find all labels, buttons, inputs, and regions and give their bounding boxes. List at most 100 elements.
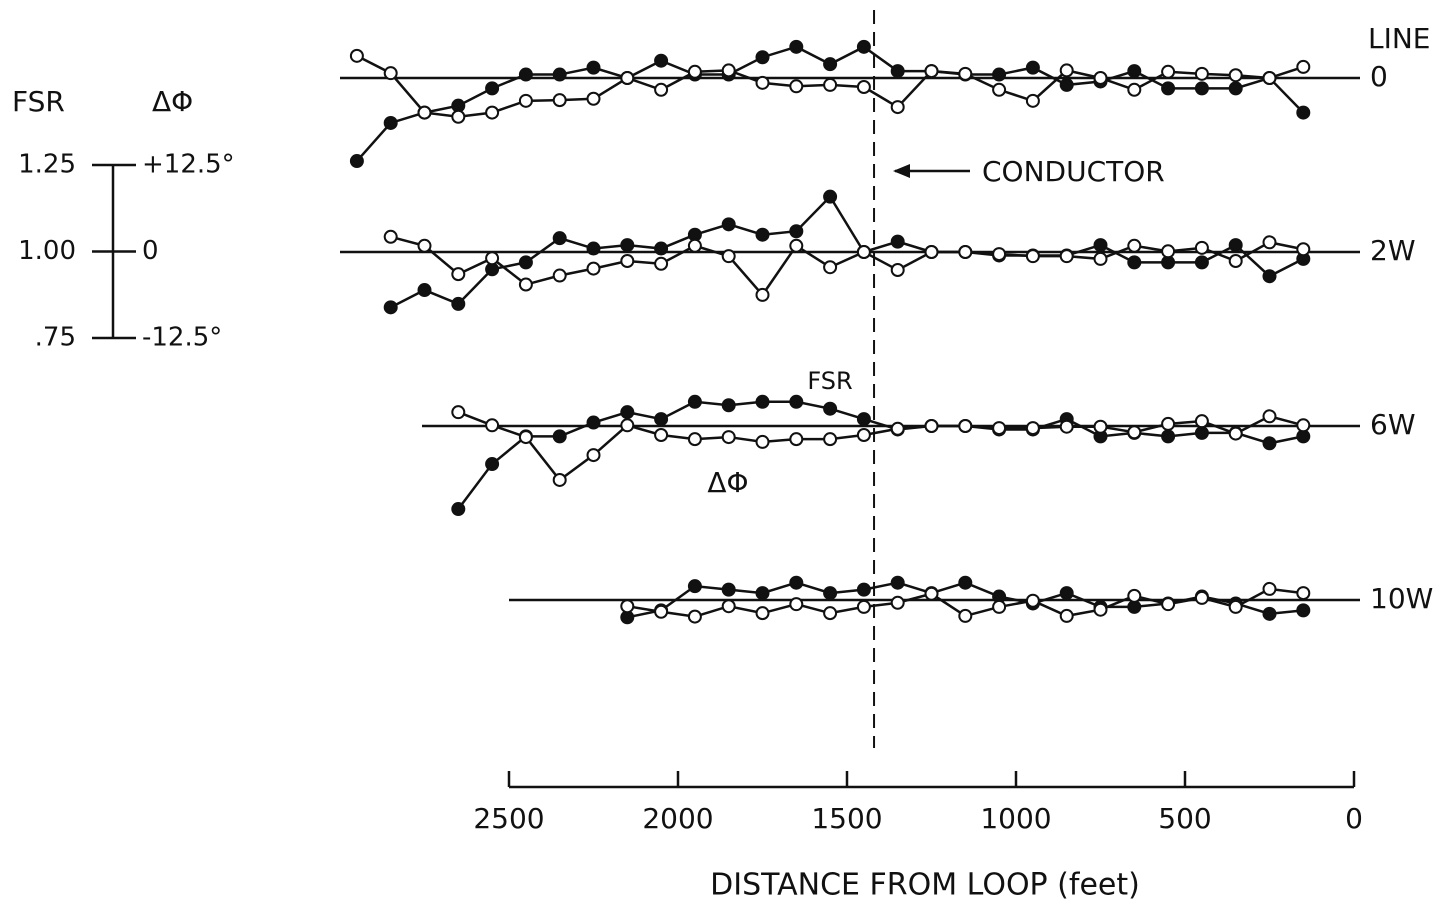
panel-label: 0 — [1370, 60, 1388, 93]
dphi-point — [1296, 586, 1311, 601]
fsr-point — [383, 300, 398, 315]
dphi-point — [485, 251, 500, 266]
scale-label-dphi: ΔΦ — [152, 85, 193, 118]
series-line — [390, 235, 1304, 297]
fsr-point — [755, 394, 770, 409]
dphi-point — [958, 66, 973, 81]
dphi-point — [485, 418, 500, 433]
fsr-point — [417, 283, 432, 298]
fsr-point — [485, 81, 500, 96]
dphi-point — [1093, 419, 1108, 434]
dphi-point — [1059, 249, 1074, 264]
dphi-point — [451, 405, 466, 420]
dphi-point — [1127, 82, 1142, 97]
fsr-point — [856, 39, 871, 54]
fsr-point — [1262, 606, 1277, 621]
dphi-point — [823, 77, 838, 92]
fsr-point — [1194, 81, 1209, 96]
fsr-point — [1194, 255, 1209, 270]
dphi-point — [1228, 253, 1243, 268]
fsr-point — [823, 57, 838, 72]
dphi-point — [1127, 425, 1142, 440]
fsr-point — [721, 582, 736, 597]
fsr-point — [890, 64, 905, 79]
fsr-point — [1262, 436, 1277, 451]
fsr-point — [586, 415, 601, 430]
dphi-point — [755, 75, 770, 90]
dphi-point — [552, 472, 567, 487]
dphi-point — [1228, 68, 1243, 83]
fsr-point — [992, 67, 1007, 82]
fsr-point — [451, 502, 466, 517]
fsr-point — [1228, 81, 1243, 96]
dphi-point — [1262, 409, 1277, 424]
dphi-point — [1059, 608, 1074, 623]
fsr-point — [485, 457, 500, 472]
fsr-point — [654, 241, 669, 256]
dphi-point — [1161, 416, 1176, 431]
fsr-point — [654, 53, 669, 68]
dphi-point — [485, 105, 500, 120]
fsr-point — [620, 238, 635, 253]
dphi-point — [992, 247, 1007, 262]
x-tick-label: 500 — [1158, 802, 1211, 835]
fsr-point — [755, 50, 770, 65]
dphi-point — [924, 586, 939, 601]
fsr-point — [654, 412, 669, 427]
dphi-point — [789, 432, 804, 447]
fsr-point — [552, 67, 567, 82]
dphi-point — [1093, 251, 1108, 266]
x-tick-label: 2000 — [642, 802, 713, 835]
dphi-point — [1025, 593, 1040, 608]
dphi-point — [620, 599, 635, 614]
dphi-point — [1025, 249, 1040, 264]
fsr-point — [721, 398, 736, 413]
x-tick-label: 1500 — [811, 802, 882, 835]
series-line — [457, 410, 1304, 482]
dphi-point — [552, 93, 567, 108]
fsr-point — [518, 67, 533, 82]
fsr-point — [1059, 77, 1074, 92]
dphi-point — [1228, 599, 1243, 614]
dphi-point — [924, 64, 939, 79]
series-line — [457, 400, 1304, 510]
dphi-point — [417, 105, 432, 120]
x-tick-label: 1000 — [980, 802, 1051, 835]
fsr-point — [687, 394, 702, 409]
dphi-point — [1161, 64, 1176, 79]
dphi-point — [1262, 71, 1277, 85]
dphi-point — [654, 427, 669, 442]
dphi-point — [958, 419, 973, 433]
dphi-point — [721, 249, 736, 264]
dphi-point — [1296, 59, 1311, 74]
dphi-point — [383, 66, 398, 81]
fsr-point — [687, 579, 702, 594]
dphi-point — [654, 256, 669, 271]
fsr-point — [349, 154, 364, 169]
fsr-point — [823, 189, 838, 204]
fsr-point — [789, 394, 804, 409]
dphi-point — [1127, 588, 1142, 603]
fsr-point — [586, 241, 601, 256]
dphi-point — [620, 418, 635, 433]
dphi-point — [451, 267, 466, 282]
fsr-point — [1161, 429, 1176, 444]
dphi-point — [383, 229, 398, 244]
dphi-annotation: ΔΦ — [707, 466, 748, 499]
fsr-point — [789, 575, 804, 590]
dphi-point — [1025, 93, 1040, 108]
dphi-point — [518, 277, 533, 292]
fsr-point — [890, 234, 905, 249]
dphi-point — [1194, 240, 1209, 255]
panel-title: LINE — [1368, 22, 1431, 55]
dphi-point — [1194, 66, 1209, 81]
fsr-tick-label: 1.00 — [18, 236, 76, 266]
dphi-point — [958, 245, 973, 259]
dphi-point — [586, 448, 601, 463]
dphi-point — [687, 432, 702, 447]
fsr-point — [958, 575, 973, 590]
fsr-point — [451, 296, 466, 311]
fsr-point — [721, 217, 736, 232]
fsr-tick-label: .75 — [35, 323, 76, 353]
